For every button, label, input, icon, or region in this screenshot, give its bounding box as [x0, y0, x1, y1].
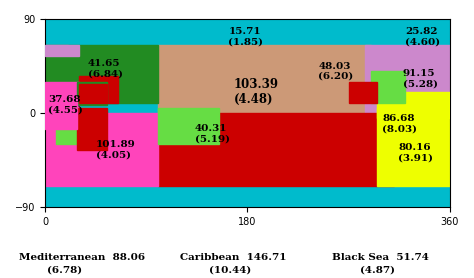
Text: (4.87): (4.87) — [360, 265, 395, 274]
Text: 25.82
(4.60): 25.82 (4.60) — [405, 27, 440, 46]
Polygon shape — [365, 45, 450, 113]
Polygon shape — [45, 113, 157, 186]
Text: 103.39
(4.48): 103.39 (4.48) — [234, 78, 279, 106]
Text: 15.71
(1.85): 15.71 (1.85) — [228, 27, 264, 46]
Polygon shape — [56, 108, 90, 145]
Polygon shape — [77, 108, 107, 150]
Polygon shape — [377, 92, 450, 118]
Bar — [45, 19, 450, 45]
Polygon shape — [349, 82, 377, 103]
Text: (10.44): (10.44) — [209, 265, 251, 274]
Polygon shape — [45, 45, 68, 82]
Text: 86.68
(8.03): 86.68 (8.03) — [383, 114, 418, 133]
Text: Mediterranean  88.06: Mediterranean 88.06 — [19, 253, 145, 262]
Polygon shape — [377, 108, 450, 186]
Text: 41.65
(6.84): 41.65 (6.84) — [88, 59, 123, 79]
Text: 48.03
(6.20): 48.03 (6.20) — [318, 61, 354, 81]
Text: 95.30
(4.09): 95.30 (4.09) — [275, 139, 315, 167]
Polygon shape — [157, 108, 219, 145]
Text: Caribbean  146.71: Caribbean 146.71 — [180, 253, 287, 262]
Polygon shape — [45, 45, 157, 103]
Polygon shape — [77, 82, 107, 105]
Polygon shape — [45, 97, 77, 129]
Polygon shape — [157, 113, 393, 186]
Polygon shape — [45, 82, 79, 123]
Text: (6.78): (6.78) — [47, 265, 82, 274]
Text: 80.16
(3.91): 80.16 (3.91) — [398, 143, 433, 162]
Polygon shape — [371, 71, 405, 103]
Polygon shape — [79, 76, 118, 103]
Text: Black Sea  51.74: Black Sea 51.74 — [332, 253, 428, 262]
Polygon shape — [45, 45, 79, 56]
Polygon shape — [79, 84, 107, 103]
Text: 91.15
(5.28): 91.15 (5.28) — [402, 69, 438, 88]
Text: 37.68
(4.55): 37.68 (4.55) — [48, 95, 83, 115]
Text: 101.89
(4.05): 101.89 (4.05) — [96, 140, 136, 159]
Text: 40.31
(5.19): 40.31 (5.19) — [195, 124, 229, 144]
Bar — [45, 186, 450, 207]
Polygon shape — [157, 45, 371, 118]
